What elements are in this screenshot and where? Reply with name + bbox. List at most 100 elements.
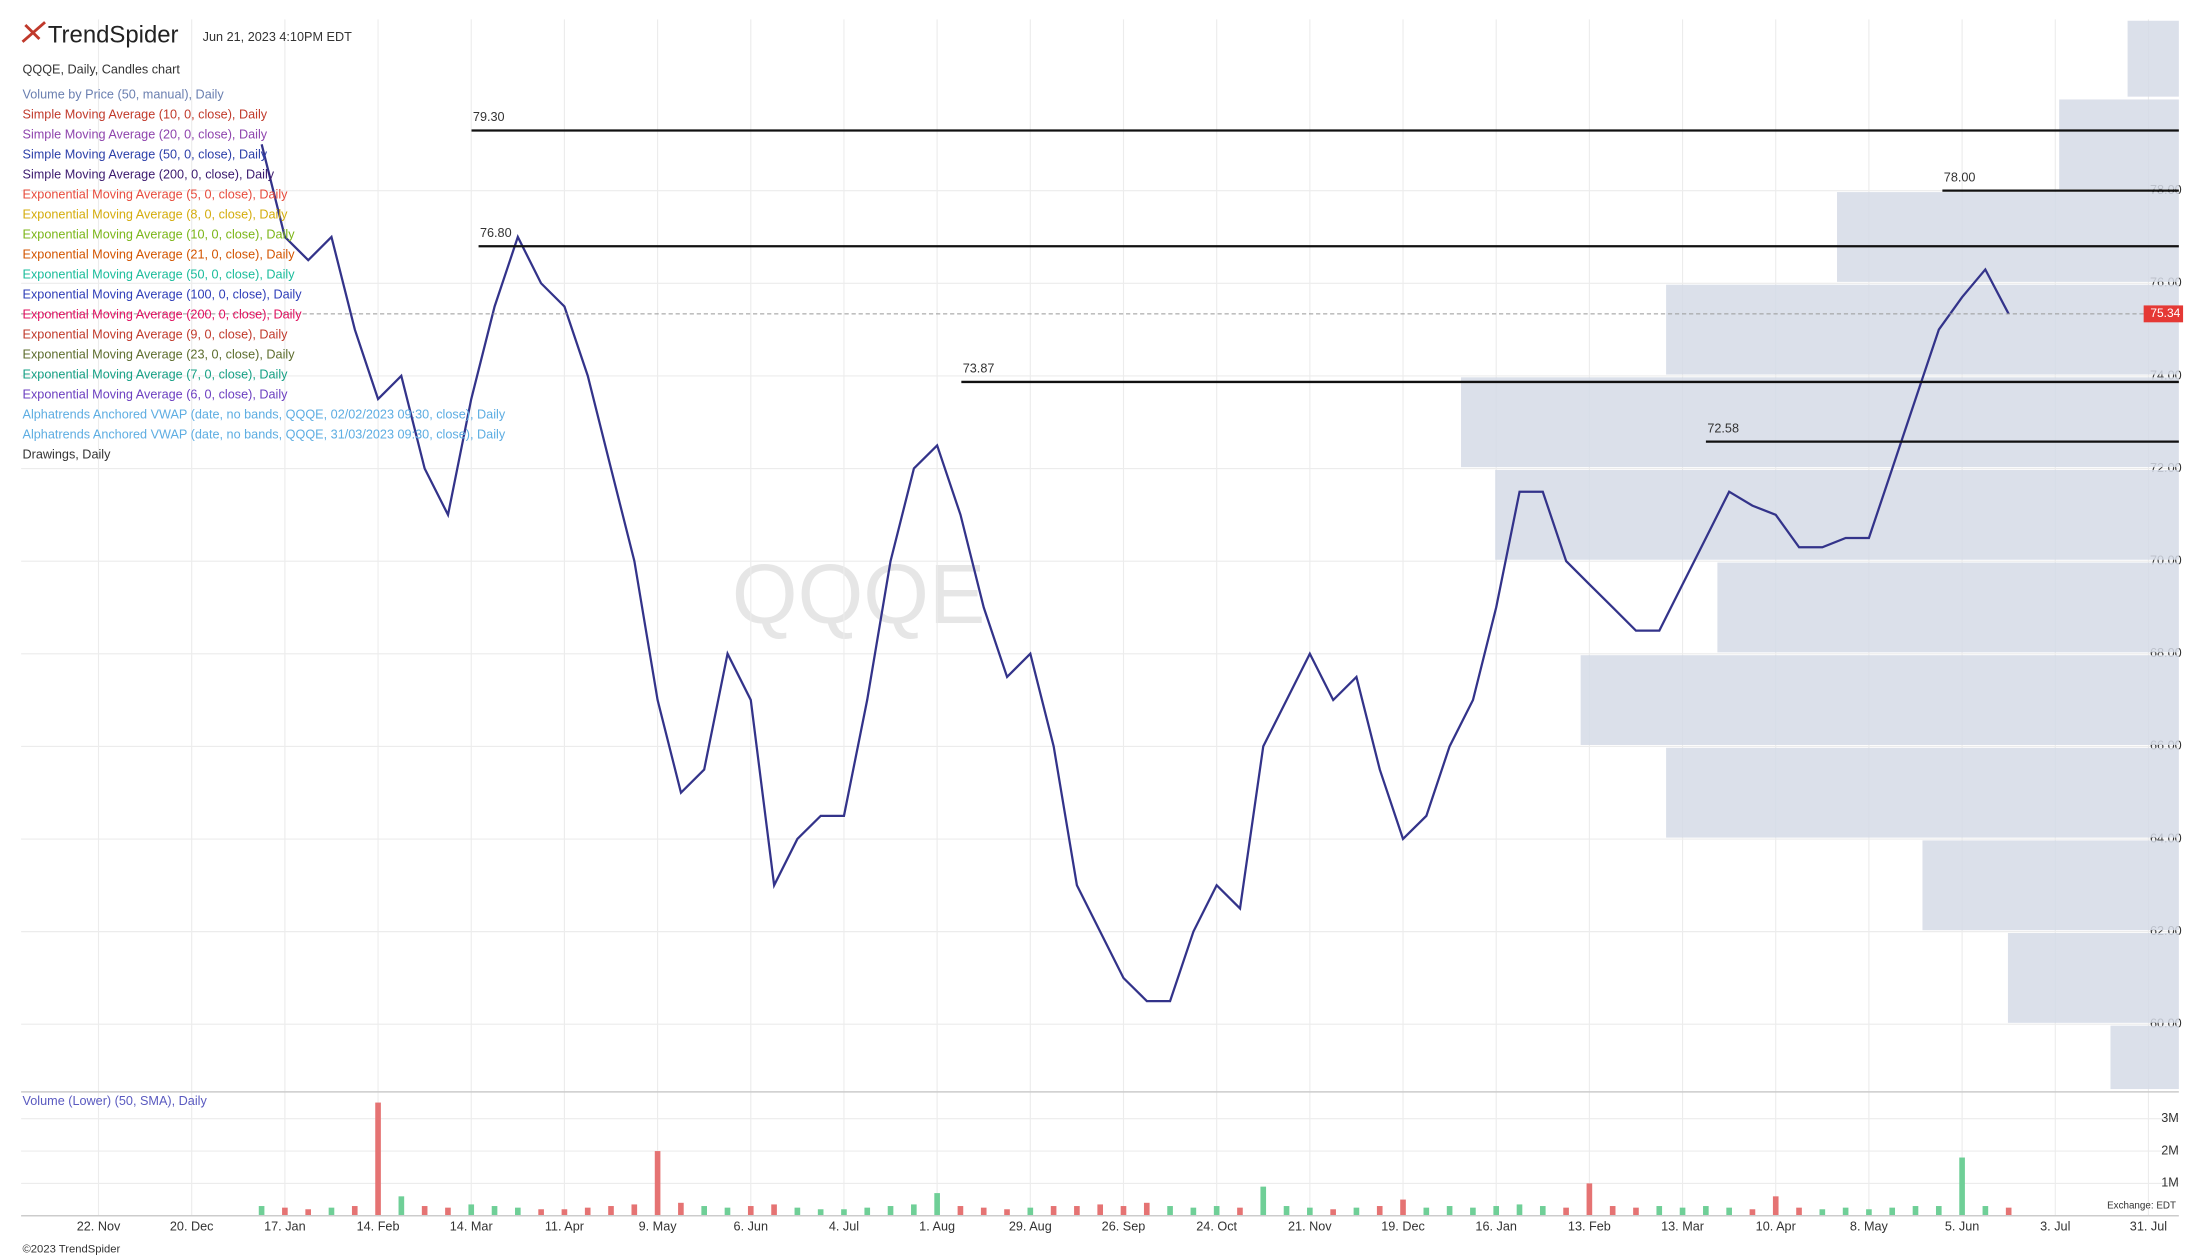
volume-bar: [934, 1193, 940, 1216]
x-tick-label: 24. Oct: [1196, 1219, 1237, 1233]
volume-bar: [911, 1204, 917, 1216]
volume-bar: [1959, 1157, 1965, 1216]
volume-bar: [841, 1209, 847, 1216]
x-tick-label: 8. May: [1850, 1219, 1889, 1233]
volume-tick-label: 2M: [2161, 1143, 2179, 1157]
volume-bar: [1050, 1206, 1057, 1216]
volume-bar: [794, 1207, 801, 1216]
volume-bar: [1633, 1207, 1639, 1216]
volume-bar: [817, 1209, 824, 1216]
volume-bar: [1563, 1207, 1569, 1216]
study-label: Exponential Moving Average (50, 0, close…: [23, 268, 296, 282]
volume-bar: [678, 1202, 684, 1216]
volume-bar: [1703, 1206, 1709, 1216]
volume-bar: [1516, 1204, 1523, 1216]
x-tick-label: 4. Jul: [829, 1219, 859, 1233]
x-tick-label: 9. May: [639, 1219, 678, 1233]
volume-profile-bar: [1837, 192, 2179, 282]
volume-tick-label: 1M: [2161, 1176, 2179, 1190]
volume-bar: [2005, 1207, 2012, 1216]
logo-icon: [21, 21, 46, 43]
volume-bar: [1819, 1209, 1826, 1216]
study-label: Exponential Moving Average (8, 0, close)…: [23, 208, 289, 222]
volume-bar: [864, 1207, 871, 1216]
volume-bar: [584, 1207, 591, 1216]
volume-bar: [1260, 1186, 1267, 1216]
volume-title: Volume (Lower) (50, SMA), Daily: [23, 1094, 208, 1108]
study-label: Exponential Moving Average (7, 0, close)…: [23, 368, 289, 382]
volume-tick-label: 3M: [2161, 1111, 2179, 1125]
volume-bar: [1679, 1207, 1686, 1216]
volume-bar: [1586, 1183, 1593, 1216]
study-label: Exponential Moving Average (23, 0, close…: [23, 348, 296, 362]
study-label: Simple Moving Average (200, 0, close), D…: [23, 168, 275, 182]
study-label: Volume by Price (50, manual), Daily: [23, 88, 225, 102]
volume-bar: [1493, 1206, 1500, 1216]
study-label: Exponential Moving Average (200, 0, clos…: [23, 308, 303, 322]
volume-profile-bar: [2007, 933, 2179, 1023]
volume-bar: [468, 1204, 475, 1216]
study-label: Exponential Moving Average (5, 0, close)…: [23, 188, 289, 202]
volume-bar: [1982, 1206, 1989, 1216]
volume-bar: [1027, 1207, 1034, 1216]
volume-bar: [654, 1151, 661, 1216]
volume-bar: [1470, 1207, 1476, 1216]
volume-bar: [1796, 1207, 1802, 1216]
volume-profile-bar: [1717, 562, 2179, 653]
volume-bar: [1237, 1207, 1243, 1216]
study-label: Exponential Moving Average (6, 0, close)…: [23, 387, 289, 401]
logo: TrendSpider: [48, 22, 179, 49]
volume-bar: [1912, 1206, 1919, 1216]
x-tick-label: 6. Jun: [734, 1219, 768, 1233]
volume-bar: [1330, 1209, 1336, 1216]
volume-bar: [1143, 1202, 1150, 1216]
x-tick-label: 22. Nov: [77, 1219, 121, 1233]
volume-bar: [1004, 1209, 1010, 1216]
volume-bar: [1842, 1207, 1849, 1216]
last-price-label: 75.34: [2150, 306, 2180, 320]
volume-bar: [1935, 1206, 1942, 1216]
volume-bar: [398, 1196, 405, 1216]
volume-bar: [1400, 1199, 1406, 1216]
volume-profile-bar: [1580, 655, 2179, 745]
level-label: 78.00: [1944, 170, 1976, 184]
volume-bar: [538, 1209, 544, 1216]
volume-bar: [1120, 1206, 1127, 1216]
x-tick-label: 16. Jan: [1475, 1219, 1517, 1233]
copyright: ©2023 TrendSpider: [23, 1243, 121, 1255]
volume-bar: [747, 1206, 754, 1216]
exchange: Exchange: EDT: [2107, 1200, 2176, 1211]
volume-bar: [724, 1207, 731, 1216]
x-tick-label: 31. Jul: [2130, 1219, 2167, 1233]
study-label: Exponential Moving Average (9, 0, close)…: [23, 328, 289, 342]
volume-bar: [1283, 1206, 1290, 1216]
study-label: Simple Moving Average (50, 0, close), Da…: [23, 148, 268, 162]
volume-bar: [1772, 1196, 1779, 1216]
volume-bar: [491, 1206, 498, 1216]
study-label: Exponential Moving Average (100, 0, clos…: [23, 288, 303, 302]
volume-bar: [1376, 1206, 1383, 1216]
x-tick-label: 13. Mar: [1661, 1219, 1704, 1233]
volume-bar: [1866, 1209, 1872, 1216]
volume-profile-bar: [1666, 747, 2179, 838]
volume-bar: [631, 1204, 638, 1216]
volume-bar: [980, 1207, 987, 1216]
plot: 22. Nov 20. Dec 17. Jan 14. Feb 14. Mar 11. A…: [21, 19, 2184, 1233]
volume-bar: [258, 1206, 265, 1216]
study-label: Exponential Moving Average (21, 0, close…: [23, 248, 296, 262]
x-tick-label: 1. Aug: [919, 1219, 955, 1233]
study-label: Drawings, Daily: [23, 447, 112, 461]
symbol-line: QQQE, Daily, Candles chart: [23, 62, 181, 76]
volume-bar: [608, 1206, 614, 1216]
x-tick-label: 21. Nov: [1288, 1219, 1332, 1233]
x-tick-label: 20. Dec: [170, 1219, 214, 1233]
volume-bar: [305, 1209, 311, 1216]
level-label: 73.87: [963, 362, 995, 376]
volume-bar: [328, 1207, 335, 1216]
volume-profile-bar: [2110, 1025, 2179, 1090]
last-price-box: [2143, 305, 2184, 323]
x-tick-label: 3. Jul: [2040, 1219, 2070, 1233]
volume-bar: [701, 1206, 708, 1216]
volume-bar: [1353, 1207, 1360, 1216]
x-tick-label: 26. Sep: [1102, 1219, 1146, 1233]
